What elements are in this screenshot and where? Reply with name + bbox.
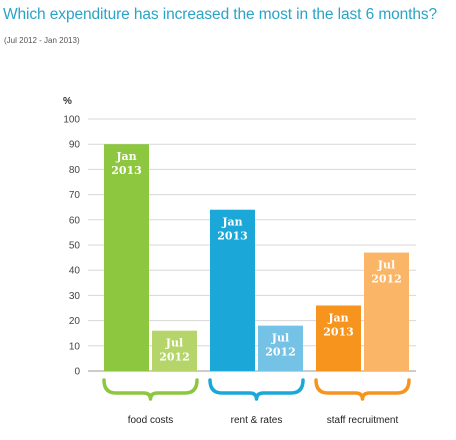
y-tick-label: 50: [69, 241, 81, 252]
bar: [364, 252, 409, 371]
y-tick-label: 70: [69, 190, 81, 201]
y-tick-label: 10: [69, 341, 81, 352]
bar: [258, 325, 303, 371]
category-label: rent & rates: [231, 415, 283, 426]
bar-label: 2012: [159, 351, 190, 364]
bar: [104, 144, 149, 371]
category-bracket: [208, 378, 305, 401]
category-bracket: [314, 378, 411, 401]
y-tick-label: 60: [69, 215, 81, 226]
y-axis-unit: %: [63, 96, 72, 107]
bar-label: Jul: [165, 337, 183, 350]
category-label: staff recruitment: [327, 415, 399, 426]
bar: [210, 209, 255, 371]
bar-label: 2013: [217, 230, 248, 243]
bar-label: 2013: [111, 164, 142, 177]
y-tick-label: 20: [69, 316, 81, 327]
bar: [316, 305, 361, 371]
chart-title: Which expenditure has increased the most…: [3, 6, 438, 23]
bar-label: Jan: [115, 150, 136, 163]
bars-layer: Jan2013Jul2012Jan2013Jul2012Jan2013Jul20…: [104, 144, 409, 371]
chart-subtitle: (Jul 2012 - Jan 2013): [4, 36, 80, 45]
bar-label: Jan: [327, 311, 348, 324]
bar: [152, 330, 197, 371]
category-bracket: [102, 378, 199, 401]
category-label: food costs: [128, 415, 174, 426]
y-tick-label: 80: [69, 165, 81, 176]
bar-label: Jul: [377, 259, 395, 272]
y-tick-label: 40: [69, 266, 81, 277]
y-tick-label: 100: [63, 115, 80, 126]
bar-label: Jul: [271, 332, 289, 345]
y-tick-label: 0: [74, 367, 80, 378]
y-tick-label: 30: [69, 291, 81, 302]
bar-label: 2012: [371, 273, 402, 286]
bar-label: 2013: [323, 325, 354, 338]
bar-label: 2012: [265, 346, 296, 359]
y-tick-label: 90: [69, 140, 81, 151]
bar-label: Jan: [221, 216, 242, 229]
brackets-layer: food costs rent & rates staff recruitment: [102, 378, 411, 426]
